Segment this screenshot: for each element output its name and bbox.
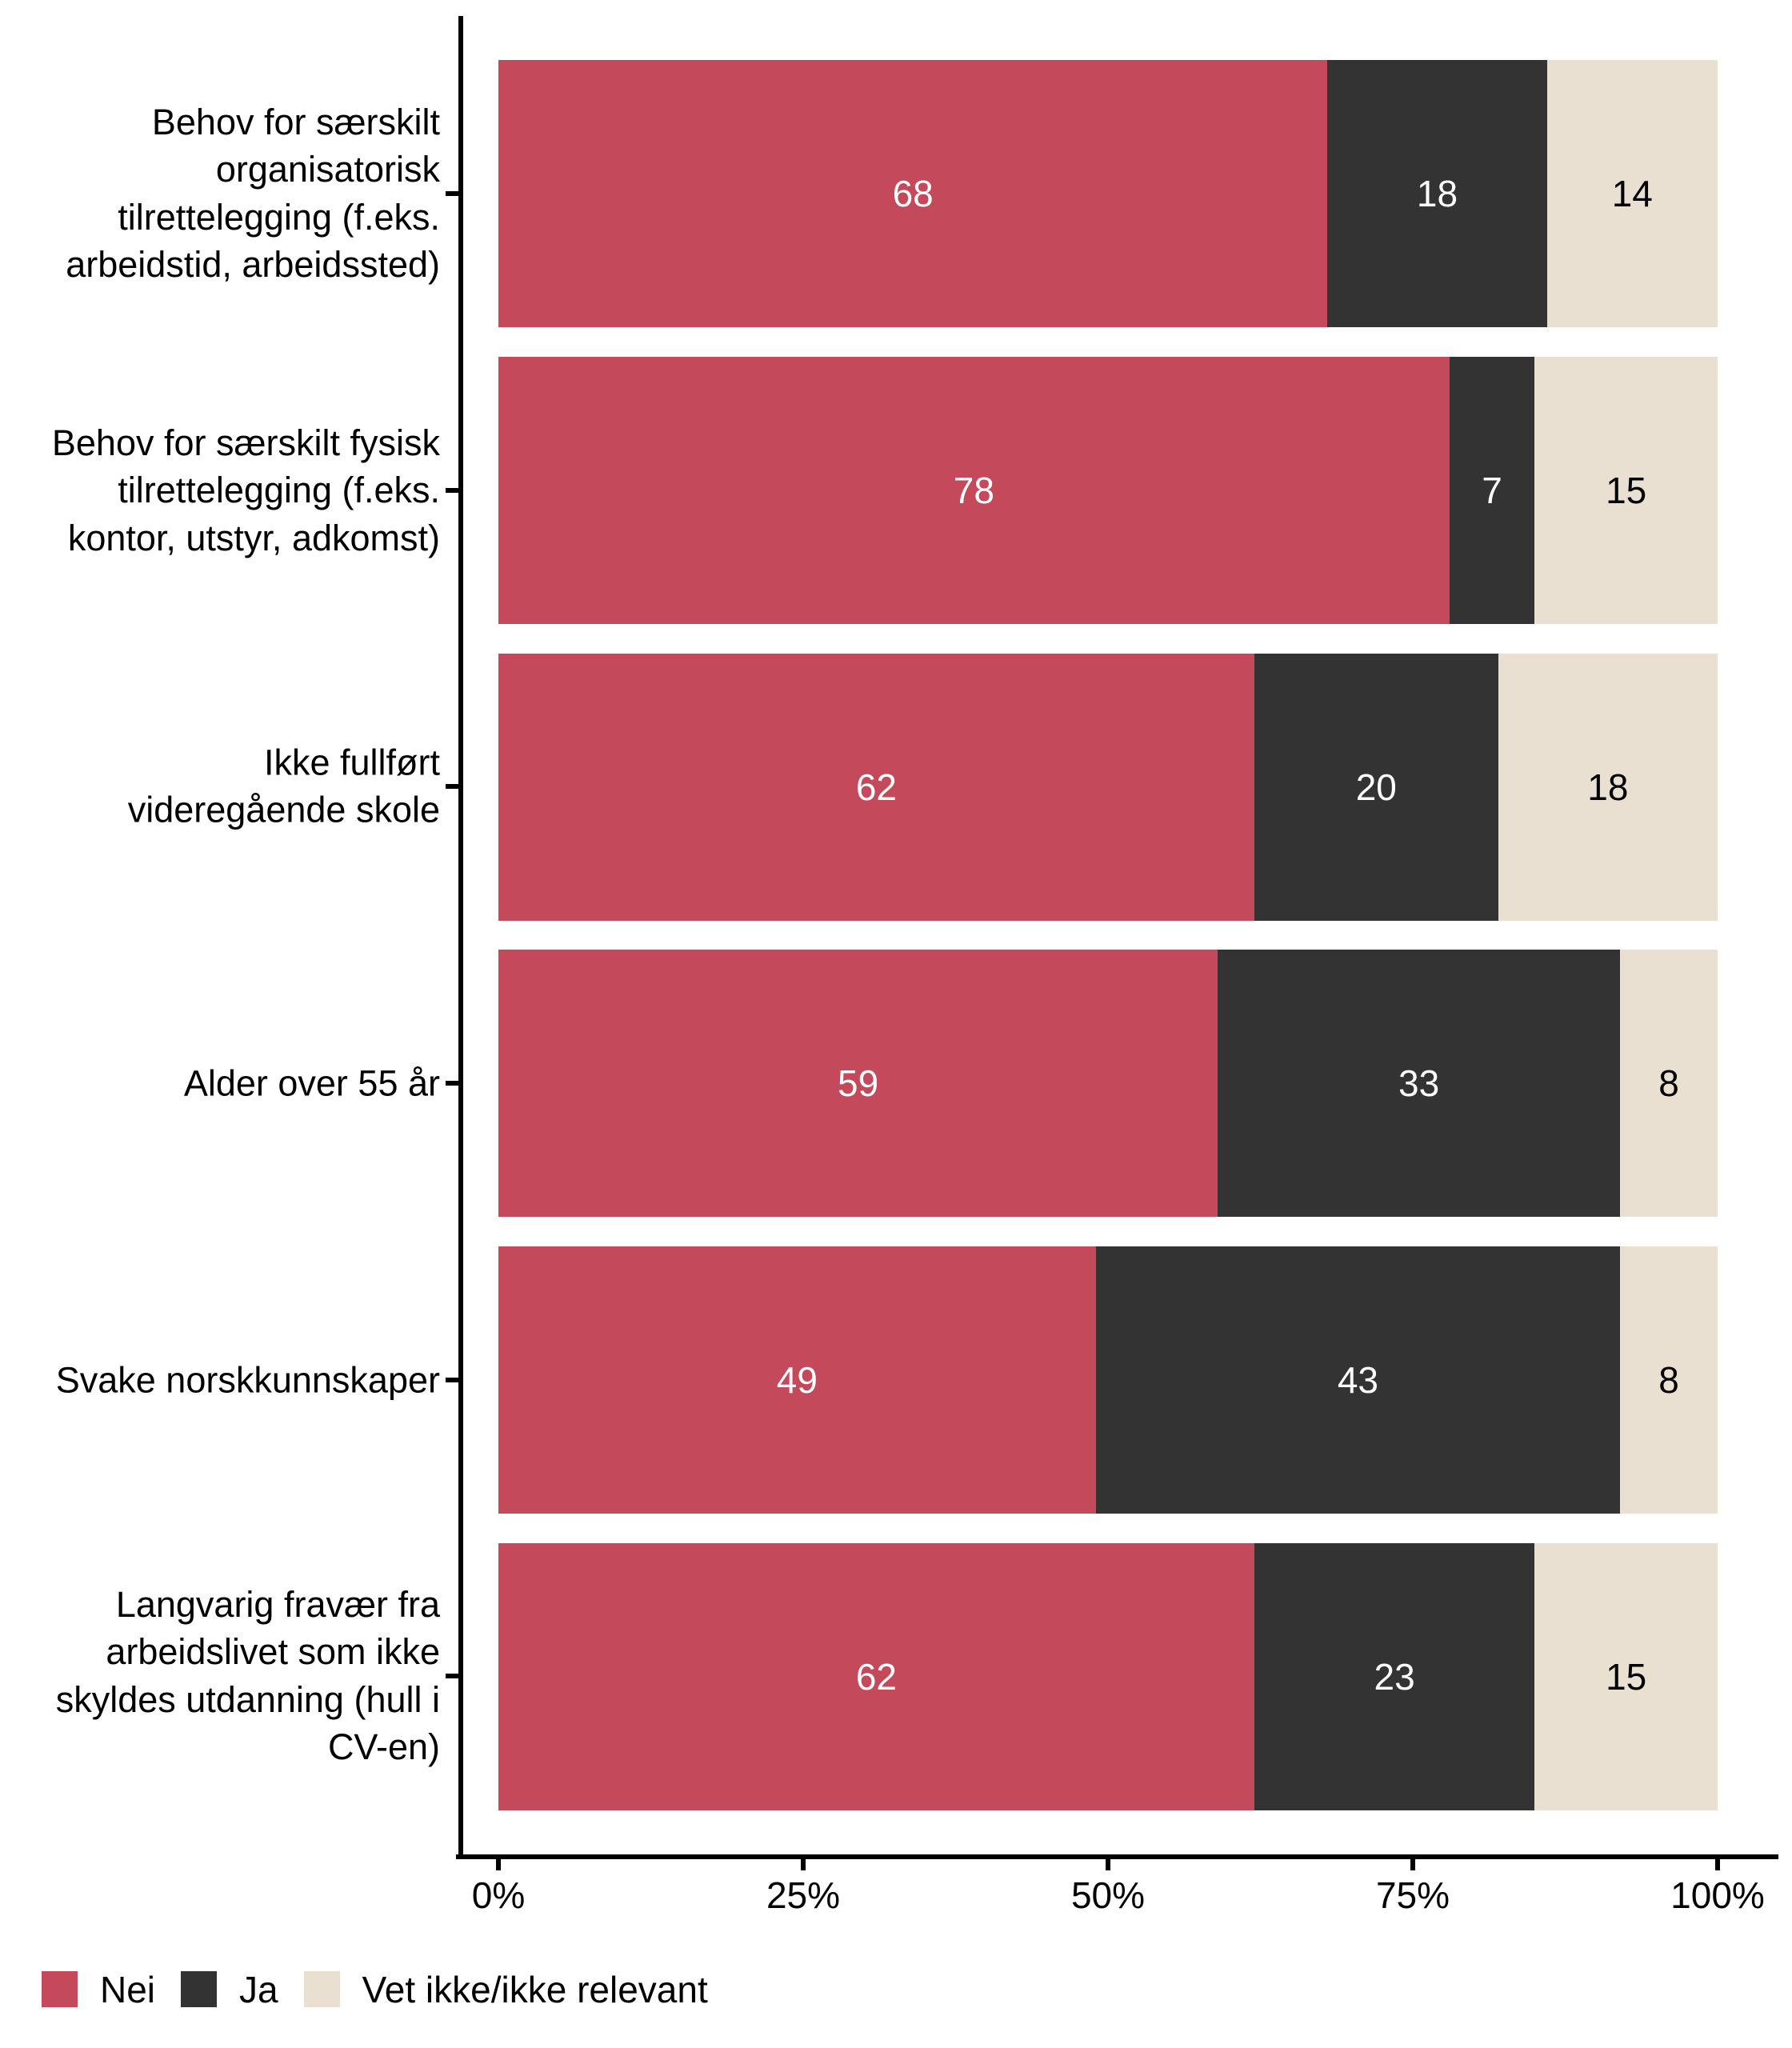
legend: Nei Ja Vet ikke/ikke relevant xyxy=(42,1969,708,2010)
y-axis-line xyxy=(458,16,463,1859)
legend-swatch-vet-ikke xyxy=(303,1971,340,2007)
segment-value-label: 15 xyxy=(1606,470,1647,511)
bar-segment-nei: 49 xyxy=(498,1246,1096,1514)
x-tick xyxy=(1106,1859,1110,1870)
bar-segment-nei: 62 xyxy=(498,1543,1254,1810)
x-tick xyxy=(496,1859,501,1870)
x-tick-label: 50% xyxy=(1070,1874,1146,1916)
bar-segment-ja: 43 xyxy=(1095,1246,1621,1514)
segment-value-label: 7 xyxy=(1482,470,1502,511)
x-tick xyxy=(1410,1859,1415,1870)
y-tick xyxy=(446,1674,458,1678)
y-tick xyxy=(446,191,458,196)
segment-value-label: 18 xyxy=(1587,766,1629,808)
segment-value-label: 14 xyxy=(1611,173,1653,214)
bar-segment-nei: 78 xyxy=(498,357,1450,624)
y-axis-label: Ikke fullført videregående skole xyxy=(127,742,440,830)
segment-value-label: 15 xyxy=(1606,1656,1647,1698)
segment-value-label: 49 xyxy=(776,1359,818,1401)
legend-item-vet-ikke: Vet ikke/ikke relevant xyxy=(303,1968,708,2011)
bar-segment-ja: 18 xyxy=(1327,60,1547,327)
x-tick xyxy=(1715,1859,1720,1870)
segment-value-label: 62 xyxy=(855,1656,898,1698)
bar-row: 62 23 15 xyxy=(498,1543,1718,1810)
bar-row: 62 20 18 xyxy=(498,654,1718,921)
y-axis-label: Alder over 55 år xyxy=(183,1062,440,1104)
segment-value-label: 20 xyxy=(1355,766,1397,808)
segment-value-label: 78 xyxy=(953,470,994,511)
y-tick xyxy=(446,1378,458,1382)
y-tick xyxy=(446,1081,458,1086)
y-tick xyxy=(446,488,458,493)
legend-swatch-ja xyxy=(181,1971,218,2007)
legend-item-ja: Ja xyxy=(181,1968,278,2011)
bar-segment-vet-ikke: 15 xyxy=(1534,1543,1718,1810)
segment-value-label: 8 xyxy=(1658,1359,1679,1401)
bar-segment-vet-ikke: 14 xyxy=(1546,60,1718,327)
bar-segment-vet-ikke: 15 xyxy=(1534,357,1718,624)
segment-value-label: 23 xyxy=(1374,1656,1415,1698)
bar-segment-nei: 59 xyxy=(498,950,1218,1217)
bar-segment-vet-ikke: 8 xyxy=(1620,950,1718,1217)
segment-value-label: 62 xyxy=(855,766,898,808)
legend-label: Vet ikke/ikke relevant xyxy=(362,1968,708,2010)
legend-swatch-nei xyxy=(42,1971,78,2007)
segment-value-label: 43 xyxy=(1337,1359,1378,1401)
bar-segment-ja: 20 xyxy=(1254,654,1498,921)
segment-value-label: 68 xyxy=(892,173,934,214)
bar-row: 78 7 15 xyxy=(498,357,1718,624)
x-tick-label: 100% xyxy=(1670,1874,1765,1916)
bar-segment-vet-ikke: 18 xyxy=(1498,654,1718,921)
bar-segment-ja: 33 xyxy=(1218,950,1621,1217)
x-tick-label: 0% xyxy=(471,1874,526,1916)
legend-item-nei: Nei xyxy=(42,1968,155,2011)
bar-row: 59 33 8 xyxy=(498,950,1718,1217)
segment-value-label: 59 xyxy=(837,1062,879,1104)
segment-value-label: 8 xyxy=(1658,1062,1679,1104)
bar-segment-ja: 7 xyxy=(1449,357,1535,624)
bar-row: 68 18 14 xyxy=(498,60,1718,327)
bar-row: 49 43 8 xyxy=(498,1246,1718,1514)
x-tick xyxy=(801,1859,806,1870)
legend-label: Nei xyxy=(100,1968,156,2010)
y-axis-label: Svake norskkunnskaper xyxy=(55,1359,440,1401)
x-axis-line xyxy=(456,1854,1778,1859)
x-tick-label: 75% xyxy=(1375,1874,1450,1916)
bar-segment-nei: 68 xyxy=(498,60,1328,327)
y-axis-label: Langvarig fravær fra arbeidslivet som ik… xyxy=(55,1584,440,1768)
bar-segment-ja: 23 xyxy=(1254,1543,1535,1810)
y-axis-label: Behov for særskilt fysisk tilretteleggin… xyxy=(51,422,440,558)
legend-label: Ja xyxy=(239,1968,278,2010)
segment-value-label: 33 xyxy=(1398,1062,1440,1104)
bar-segment-nei: 62 xyxy=(498,654,1254,921)
x-tick-label: 25% xyxy=(766,1874,841,1916)
segment-value-label: 18 xyxy=(1416,173,1458,214)
y-tick xyxy=(446,784,458,789)
bar-segment-vet-ikke: 8 xyxy=(1620,1246,1718,1514)
y-axis-label: Behov for særskilt organisatorisk tilret… xyxy=(66,102,440,286)
